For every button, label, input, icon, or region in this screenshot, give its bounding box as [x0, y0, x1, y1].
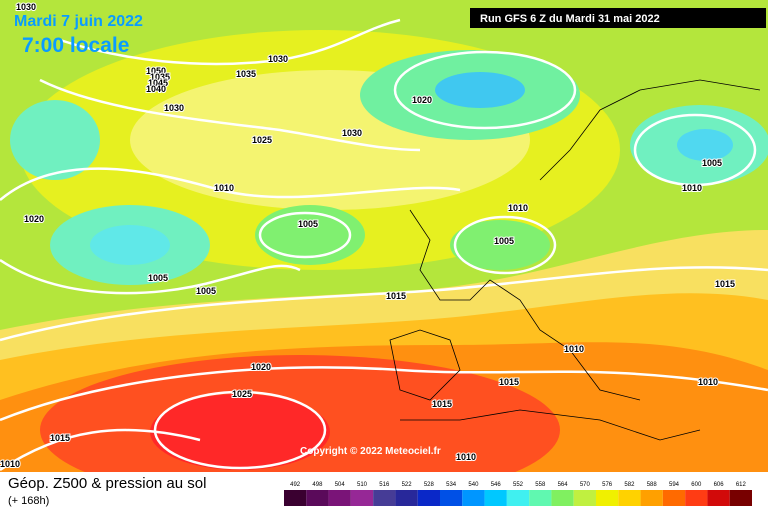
- legend-label: 546: [491, 482, 502, 488]
- isobar-label: 1030: [164, 103, 184, 113]
- legend-swatch: [440, 490, 463, 506]
- legend-swatch: [618, 490, 641, 506]
- legend-swatch: [373, 490, 396, 506]
- legend-label: 522: [402, 482, 413, 488]
- legend-swatch: [284, 490, 307, 506]
- legend-swatch: [729, 490, 752, 506]
- legend-label: 510: [357, 482, 368, 488]
- legend-swatch: [484, 490, 507, 506]
- legend-swatch: [640, 490, 663, 506]
- isobar-label: 1025: [232, 389, 252, 399]
- legend-label: 588: [647, 482, 658, 488]
- isobar-label: 1015: [386, 291, 406, 301]
- legend-swatch: [506, 490, 530, 506]
- isobar-label: 1020: [251, 362, 271, 372]
- legend-label: 534: [446, 482, 457, 488]
- legend-label: 600: [691, 482, 702, 488]
- legend-swatch: [573, 490, 596, 506]
- legend-label: 528: [424, 482, 435, 488]
- legend: 492 498 504 510 516 522 528 534 540 546 552 558 564 5…: [284, 482, 752, 506]
- legend-swatch: [662, 490, 686, 506]
- run-label: Run GFS 6 Z du Mardi 31 mai 2022: [480, 13, 660, 25]
- run-box: [470, 8, 766, 28]
- legend-swatch: [417, 490, 440, 506]
- isobar-label: 1015: [499, 377, 519, 387]
- isobar-label: 1020: [412, 95, 432, 105]
- isobar-label: 1030: [268, 54, 288, 64]
- isobar-label: 1010: [508, 203, 528, 213]
- legend-label: 552: [513, 482, 524, 488]
- legend-swatch: [685, 490, 708, 506]
- isobar-label: 1030: [342, 128, 362, 138]
- legend-label: 594: [669, 482, 680, 488]
- isobar-label: 1050: [146, 66, 166, 76]
- isobar-label: 1035: [236, 69, 256, 79]
- lead-time: (+ 168h): [8, 495, 49, 507]
- legend-label: 582: [624, 482, 635, 488]
- isobar-label: 1005: [494, 236, 514, 246]
- isobar-label: 1005: [298, 219, 318, 229]
- isobar-label: 1010: [456, 452, 476, 462]
- isobar-label: 1010: [682, 183, 702, 193]
- isobar-label: 1015: [432, 399, 452, 409]
- isobar-label: 1040: [146, 84, 166, 94]
- footer-title: Géop. Z500 & pression au sol: [8, 475, 206, 492]
- legend-label: 570: [580, 482, 591, 488]
- isobar-label: 1015: [715, 279, 735, 289]
- legend-label: 540: [468, 482, 479, 488]
- legend-label: 564: [558, 482, 569, 488]
- legend-label: 606: [714, 482, 725, 488]
- isobar-label: 1045: [148, 78, 168, 88]
- legend-swatch: [350, 490, 374, 506]
- isobar-label: 1010: [564, 344, 584, 354]
- isobar-label: 1010: [698, 377, 718, 387]
- map-title: Mardi 7 juin 2022: [14, 13, 143, 30]
- legend-swatch: [395, 490, 418, 506]
- map-subtitle: 7:00 locale: [22, 34, 129, 57]
- legend-swatch: [707, 490, 730, 506]
- isobar-label: 1010: [214, 183, 234, 193]
- isobar-label: 1025: [252, 135, 272, 145]
- legend-label: 516: [379, 482, 390, 488]
- isobar-label: 1030: [16, 2, 36, 12]
- legend-swatch: [462, 490, 485, 506]
- isobar-labels: 1030 1050 1035 1045 1040 1030 1035 1030 …: [0, 1, 736, 470]
- legend-label: 492: [290, 482, 301, 488]
- legend-label: 576: [602, 482, 613, 488]
- legend-label: 504: [335, 482, 346, 488]
- legend-label: 498: [312, 482, 323, 488]
- legend-swatch: [328, 490, 351, 506]
- isobar-label: 1035: [150, 72, 170, 82]
- legend-swatch: [551, 490, 574, 506]
- isobar-label: 1005: [196, 286, 216, 296]
- isobar-label: 1010: [0, 459, 20, 469]
- isobar-label: 1005: [148, 273, 168, 283]
- legend-label: 612: [736, 482, 747, 488]
- isobar-label: 1020: [24, 214, 44, 224]
- isobar-label: 1005: [702, 158, 722, 168]
- copyright: Copyright © 2022 Meteociel.fr: [300, 446, 441, 457]
- legend-swatch: [529, 490, 552, 506]
- legend-swatch: [596, 490, 619, 506]
- legend-label: 558: [535, 482, 546, 488]
- legend-swatch: [306, 490, 329, 506]
- isobar-label: 1015: [50, 433, 70, 443]
